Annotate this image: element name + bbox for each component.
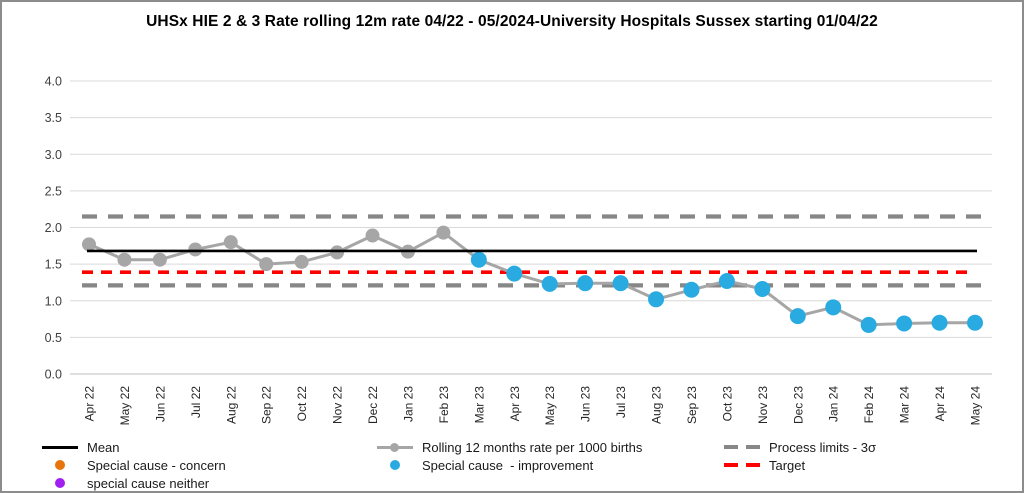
data-point-oct-22 (294, 254, 309, 269)
x-tick-label: Feb 23 (437, 386, 451, 424)
legend-label: Target (769, 457, 806, 473)
concern-dot-swatch (55, 460, 65, 470)
data-point-sep-22 (259, 257, 274, 272)
data-point-aug-22 (223, 235, 238, 250)
legend-item-special-cause-concern: Special cause - concern (42, 456, 226, 474)
y-tick-label: 1.5 (45, 258, 62, 272)
x-tick-label: May 22 (118, 386, 132, 426)
x-tick-label: Apr 22 (83, 386, 97, 422)
x-tick-label: Nov 22 (331, 386, 345, 424)
series-line (88, 231, 975, 327)
x-tick-label: Jan 24 (827, 386, 841, 422)
data-point-nov-23 (754, 281, 771, 298)
legend-label: Special cause - concern (87, 457, 226, 473)
data-point-may-24 (967, 314, 983, 331)
legend-item-rolling-rate: Rolling 12 months rate per 1000 births (377, 438, 642, 456)
legend-item-special-cause-neither: special cause neither (42, 474, 226, 491)
data-point-nov-22 (330, 245, 345, 260)
data-point-jul-23 (612, 275, 629, 292)
y-tick-label: 4.0 (45, 75, 62, 89)
x-tick-label: Aug 22 (224, 386, 238, 424)
x-tick-label: Apr 24 (933, 386, 947, 422)
x-tick-label: Dec 22 (366, 386, 380, 424)
neither-dot-swatch (55, 478, 65, 488)
rolling-rate-line-swatch (377, 442, 413, 452)
legend-label: Mean (87, 439, 120, 455)
x-tick-label: Aug 23 (650, 386, 664, 424)
chart-legend: Mean Special cause - concern special cau… (2, 438, 1022, 491)
data-point-jun-23 (577, 275, 594, 292)
x-tick-label: Feb 24 (862, 386, 876, 424)
y-tick-label: 2.0 (45, 221, 62, 235)
data-point-feb-23 (436, 225, 451, 240)
x-tick-label: Mar 23 (472, 386, 486, 424)
data-point-oct-23 (718, 272, 735, 289)
process-limits-dash-swatch (724, 444, 760, 450)
data-point-sep-23 (683, 281, 700, 298)
data-point-dec-23 (789, 308, 806, 325)
data-point-dec-22 (365, 228, 380, 243)
x-tick-label: Jun 23 (579, 386, 593, 422)
x-tick-label: Jun 22 (153, 386, 167, 422)
legend-item-special-cause-improvement: Special cause - improvement (377, 456, 642, 474)
data-point-mar-24 (896, 315, 913, 332)
data-point-mar-23 (470, 251, 487, 268)
y-tick-label: 0.5 (45, 331, 62, 345)
x-tick-label: May 24 (969, 386, 983, 426)
legend-column-2: Rolling 12 months rate per 1000 births S… (377, 438, 642, 474)
x-tick-label: Apr 23 (508, 386, 522, 422)
chart-title: UHSx HIE 2 & 3 Rate rolling 12m rate 04/… (146, 13, 878, 30)
x-tick-label: Jan 23 (401, 386, 415, 422)
x-tick-label: Oct 23 (720, 386, 734, 422)
x-tick-label: Nov 23 (756, 386, 770, 424)
legend-column-3: Process limits - 3σ Target (724, 438, 876, 474)
data-point-apr-23 (506, 265, 523, 282)
legend-item-process-limits: Process limits - 3σ (724, 438, 876, 456)
x-tick-label: Dec 23 (791, 386, 805, 424)
mean-line-swatch (42, 445, 78, 449)
x-tick-label: Jul 22 (189, 386, 203, 418)
data-point-may-22 (117, 252, 132, 267)
x-tick-label: Mar 24 (898, 386, 912, 424)
data-point-apr-22 (82, 237, 96, 252)
data-point-feb-24 (860, 316, 877, 333)
y-tick-label: 3.0 (45, 148, 62, 162)
data-point-jun-22 (152, 252, 167, 267)
data-point-jul-22 (188, 242, 203, 257)
x-tick-label: Oct 22 (295, 386, 309, 422)
x-tick-label: Sep 23 (685, 386, 699, 424)
y-tick-label: 0.0 (45, 368, 62, 382)
improvement-dot-swatch (390, 460, 400, 470)
legend-label: Rolling 12 months rate per 1000 births (422, 439, 643, 455)
y-tick-label: 1.0 (45, 294, 62, 308)
y-tick-label: 2.5 (45, 184, 62, 198)
x-tick-label: Jul 23 (614, 386, 628, 418)
x-tick-label: May 23 (543, 386, 557, 426)
legend-item-target: Target (724, 456, 876, 474)
legend-column-1: Mean Special cause - concern special cau… (42, 438, 226, 491)
data-point-may-23 (541, 275, 558, 292)
data-point-apr-24 (931, 314, 948, 331)
x-tick-label: Sep 22 (260, 386, 274, 424)
legend-label: Special cause - improvement (422, 457, 594, 473)
legend-label: special cause neither (87, 475, 210, 491)
data-point-aug-23 (648, 291, 665, 308)
legend-item-mean: Mean (42, 438, 226, 456)
legend-label: Process limits - 3σ (769, 439, 876, 455)
target-dash-swatch (724, 463, 760, 467)
y-tick-label: 3.5 (45, 111, 62, 125)
data-point-jan-24 (825, 299, 842, 316)
